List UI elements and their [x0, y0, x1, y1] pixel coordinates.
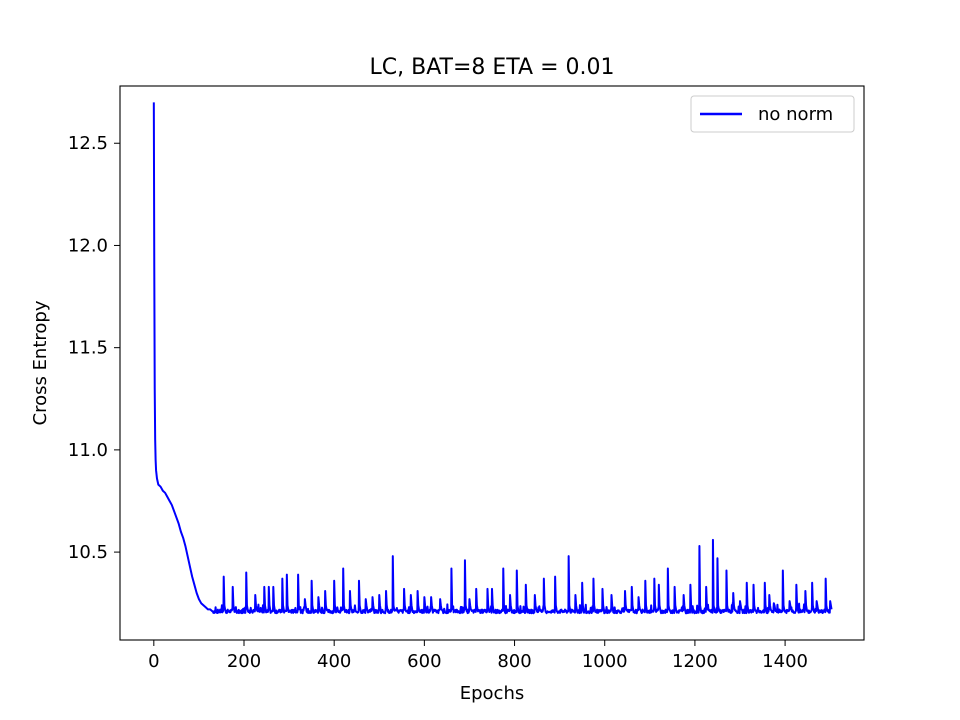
- x-tick-label: 400: [317, 651, 351, 672]
- chart-title: LC, BAT=8 ETA = 0.01: [370, 55, 615, 80]
- x-tick-label: 1200: [672, 651, 718, 672]
- x-axis: 0 200 400 600 800 1000 1200 1400: [148, 640, 808, 672]
- series-layer: [152, 102, 833, 615]
- legend: no norm: [690, 95, 855, 133]
- plot-area: [119, 85, 865, 641]
- legend-label-no-norm: no norm: [758, 104, 833, 125]
- x-tick-label: 800: [497, 651, 531, 672]
- y-tick-label: 10.5: [68, 542, 108, 563]
- y-tick-label: 11.0: [68, 440, 108, 461]
- x-tick-label: 1000: [582, 651, 628, 672]
- x-axis-label: Epochs: [460, 683, 525, 704]
- axes-frame: [119, 85, 865, 641]
- y-tick-label: 12.5: [68, 133, 108, 154]
- x-tick-label: 1400: [762, 651, 808, 672]
- y-tick-label: 12.0: [68, 235, 108, 256]
- y-tick-label: 11.5: [68, 338, 108, 359]
- y-axis-label: Cross Entropy: [30, 300, 51, 425]
- x-tick-label: 600: [407, 651, 441, 672]
- y-axis: 10.5 11.0 11.5 12.0 12.5: [68, 133, 120, 563]
- x-tick-label: 200: [227, 651, 261, 672]
- series-line-no-norm: [152, 102, 833, 615]
- x-tick-label: 0: [148, 651, 159, 672]
- legend-box: [690, 95, 855, 133]
